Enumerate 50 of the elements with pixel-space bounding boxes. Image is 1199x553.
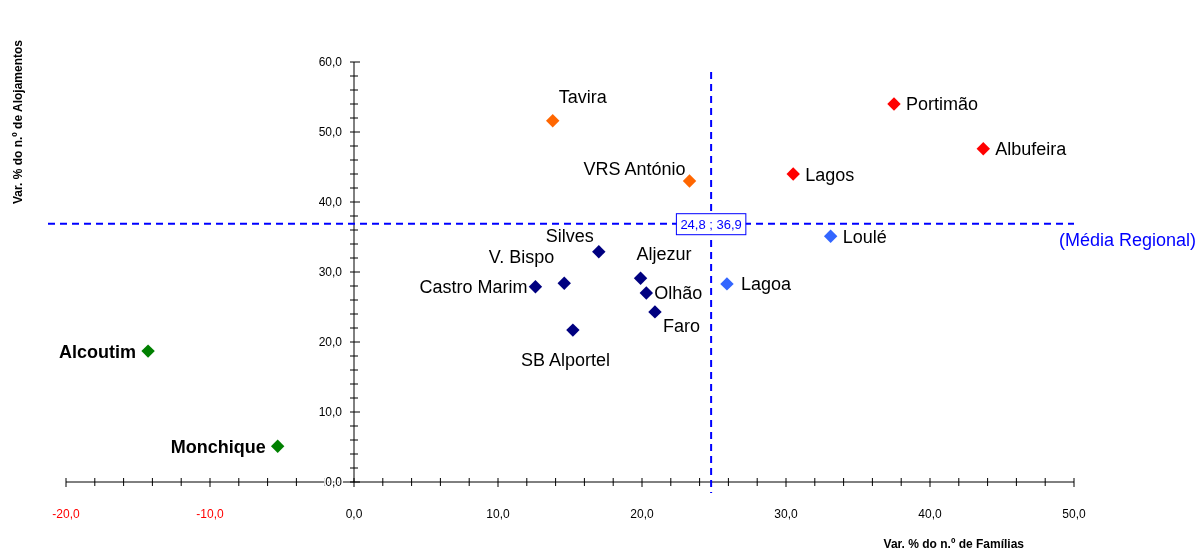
annotation: Lagos — [805, 165, 855, 185]
y-tick-label: 30,0 — [318, 265, 343, 279]
point — [639, 286, 654, 300]
x-tick-label: -10,0 — [196, 507, 224, 521]
x-tick-label: 20,0 — [630, 507, 654, 521]
point — [976, 142, 990, 156]
point — [633, 271, 648, 286]
point — [682, 174, 697, 188]
ref-line-label: (Média Regional) — [1058, 229, 1196, 250]
point — [141, 344, 155, 358]
y-tick-label: 10,0 — [318, 405, 343, 419]
x-tick-label: 0,0 — [345, 507, 363, 521]
point — [270, 439, 285, 454]
point — [566, 323, 580, 337]
x-tick-label: 30,0 — [774, 507, 798, 521]
annotation: SB Alportel — [520, 350, 610, 371]
annotation: Albufeira — [995, 138, 1068, 159]
point — [823, 229, 838, 244]
annotation: Olhão — [654, 283, 703, 303]
annotation: Aljezur — [636, 244, 692, 265]
annotation: Monchique — [170, 437, 266, 458]
point — [528, 279, 543, 294]
annotation: Loulé — [842, 227, 887, 248]
y-tick-label: 20,0 — [318, 335, 343, 349]
annotation: VRS António — [583, 159, 686, 179]
annotation: Alcoutim — [59, 342, 137, 363]
x-tick-label: 10,0 — [486, 507, 510, 521]
x-tick-label: -20,0 — [52, 507, 80, 521]
y-axis-title: Var. % do n.º de Alojamentos — [11, 39, 25, 204]
y-tick-label: 50,0 — [318, 125, 343, 139]
annotation: Silves — [545, 225, 594, 246]
point — [720, 277, 734, 291]
annotation: Castro Marim — [419, 276, 528, 297]
x-tick-label: 50,0 — [1062, 507, 1086, 521]
x-tick-label: 40,0 — [918, 507, 942, 521]
point — [648, 305, 662, 319]
annotation: Portimão — [906, 94, 979, 114]
annotation: Lagoa — [740, 273, 792, 294]
annotation: Tavira — [558, 86, 608, 107]
annotation: V. Bispo — [488, 247, 555, 268]
point — [887, 97, 901, 111]
point — [592, 244, 606, 259]
y-tick-label: 60,0 — [318, 55, 343, 69]
point — [557, 276, 571, 290]
point — [786, 167, 800, 181]
x-axis-title: Var. % do n.º de Famílias — [883, 537, 1025, 551]
point — [546, 114, 560, 128]
annotation: 24,8 ; 36,9 — [680, 216, 742, 232]
y-tick-label: 40,0 — [318, 195, 343, 209]
annotation: Faro — [662, 315, 700, 336]
